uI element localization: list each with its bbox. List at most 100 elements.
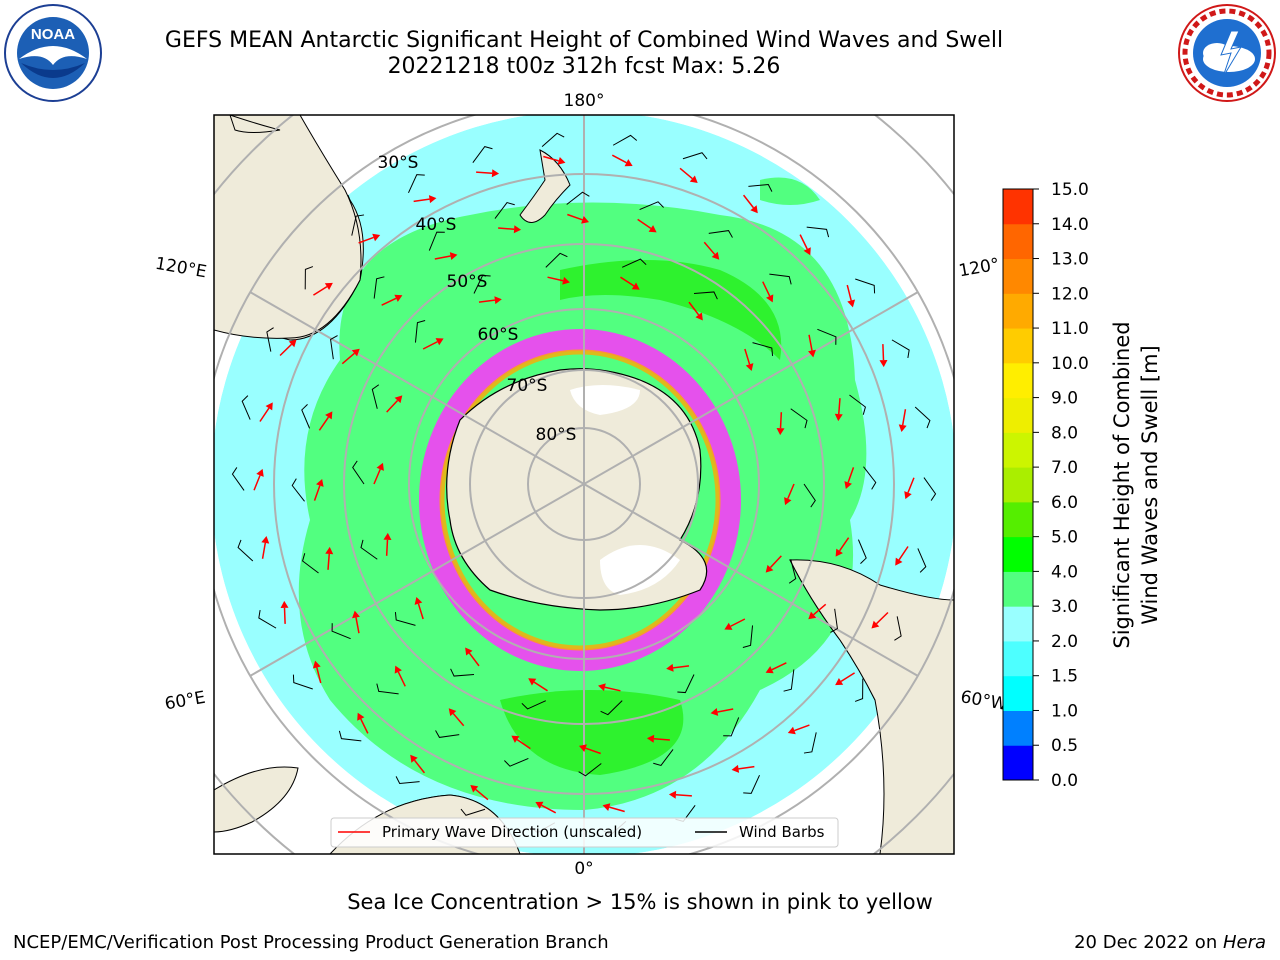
wave-arrow-head [598, 683, 606, 692]
wave-arrow-head [871, 620, 880, 629]
colorbar-tick-label: 14.0 [1051, 215, 1089, 235]
wind-barb [504, 757, 529, 767]
wave-direction-arrow [787, 483, 795, 500]
wind-barb [521, 700, 547, 710]
colorbar-segment [1003, 432, 1033, 468]
wave-arrow-head [808, 349, 816, 358]
wind-barb [231, 467, 245, 491]
wind-barb [752, 342, 774, 356]
lon-label-120e: 120°E [154, 254, 208, 283]
wave-arrow-head [624, 159, 633, 167]
wind-barb [894, 616, 902, 641]
lat-label-60s: 60°S [478, 325, 519, 345]
wave-direction-arrow [847, 467, 855, 483]
wave-direction-arrow [769, 555, 782, 569]
wave-direction-arrow [279, 343, 293, 357]
colorbar-segment [1003, 745, 1033, 781]
colorbar-tick-label: 7.0 [1051, 458, 1078, 478]
colorbar-segment [1003, 675, 1033, 711]
wave-direction-arrow [341, 352, 355, 365]
footer-date-text: 20 Dec 2022 on [1074, 932, 1223, 953]
wind-barb [788, 559, 797, 584]
wave-direction-arrow [838, 398, 841, 415]
wind-barb [806, 226, 830, 238]
colorbar-tick-label: 6.0 [1051, 493, 1078, 513]
wind-barb [600, 700, 623, 716]
wave-direction-arrow [771, 662, 787, 671]
colorbar-segment [1003, 397, 1033, 433]
wave-arrow-head [410, 754, 418, 763]
lon-label-60e: 60°E [163, 688, 207, 715]
wind-barb [545, 252, 568, 268]
colorbar-tick-label: 11.0 [1051, 319, 1089, 339]
wind-barb [863, 466, 877, 490]
wave-direction-arrow [253, 475, 261, 491]
wave-direction-arrow [611, 154, 627, 164]
wave-arrow-head [414, 597, 423, 605]
ocean-high-wave-south [500, 690, 684, 775]
wind-barb [639, 201, 664, 211]
wave-direction-arrow [882, 344, 885, 361]
colorbar-tick-label: 0.0 [1051, 771, 1078, 791]
wind-barb [291, 478, 305, 502]
wave-arrow-head [351, 348, 360, 357]
wind-barb [330, 335, 338, 360]
colorbar-tick-label: 0.5 [1051, 736, 1078, 756]
colorbar-segment [1003, 189, 1033, 225]
wave-direction-arrow [901, 409, 907, 426]
wind-barb [769, 273, 792, 285]
wind-barb [790, 408, 808, 429]
wind-barb [373, 276, 385, 299]
wave-direction-arrow [261, 542, 267, 559]
wave-arrow-head [394, 294, 403, 302]
nws-logo [1178, 4, 1276, 102]
wave-arrow-head [491, 169, 500, 178]
lat-label-80s: 80°S [536, 425, 577, 445]
wave-direction-arrow [730, 618, 746, 627]
wave-arrow-head [581, 216, 590, 224]
wind-barb [241, 395, 251, 420]
wave-arrow-head [494, 296, 502, 305]
footer-credit: NCEP/EMC/Verification Post Processing Pr… [13, 932, 609, 953]
wave-direction-arrow [744, 348, 751, 365]
colorbar-segment [1003, 328, 1033, 364]
colorbar-segment [1003, 293, 1033, 329]
wind-barb [803, 483, 816, 508]
wind-barb [331, 623, 351, 640]
wave-direction-arrow [422, 341, 438, 350]
wind-barb [803, 732, 817, 754]
wave-arrow-head [312, 660, 321, 669]
colorbar-tick-label: 1.0 [1051, 701, 1078, 721]
wave-direction-arrow [475, 788, 489, 801]
wind-barb [435, 730, 460, 738]
wave-arrow-head [666, 663, 674, 672]
wind-barb [352, 460, 365, 485]
wave-arrow-head [765, 666, 774, 674]
wave-arrow-head [435, 338, 444, 346]
lat-label-30s: 30°S [378, 153, 419, 173]
wind-barb [237, 539, 254, 562]
sea-ice-ring [419, 329, 741, 671]
wave-arrow-head [372, 233, 381, 242]
wave-arrow-head [602, 803, 611, 811]
wave-direction-arrow [373, 468, 381, 485]
wave-vectors [231, 132, 937, 836]
colorbar-segment [1003, 258, 1033, 294]
colorbar-segment [1003, 362, 1033, 399]
wave-direction-arrow [875, 611, 889, 625]
map-area [214, 115, 954, 854]
wave-direction-arrow [360, 718, 369, 734]
wind-barb [849, 394, 866, 415]
wave-arrow-head [428, 195, 437, 204]
wave-direction-arrow [799, 234, 808, 250]
wind-barb [857, 539, 867, 564]
wind-barb [258, 609, 277, 629]
wave-direction-arrow [653, 738, 670, 741]
wave-arrow-head [711, 251, 720, 260]
colorbar-label: Significant Height of Combined Wind Wave… [1108, 315, 1168, 655]
map-border [213, 114, 955, 855]
wave-arrow-head [784, 497, 792, 506]
wave-arrow-head [394, 665, 402, 674]
wave-direction-arrow [567, 213, 583, 221]
wave-arrow-head [803, 247, 811, 256]
